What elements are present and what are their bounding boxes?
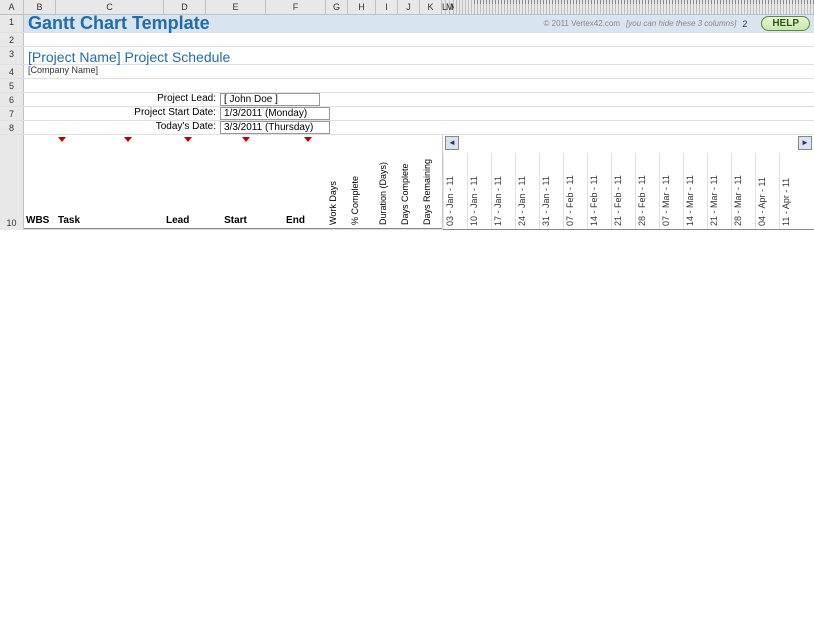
header-days-complete[interactable]: Days Complete	[398, 138, 420, 228]
row-number[interactable]: 6	[0, 93, 24, 106]
comment-indicator-icon	[58, 137, 66, 142]
spacer-row: 5	[0, 79, 814, 93]
page-title: Gantt Chart Template	[28, 13, 210, 34]
company-row: 4 [Company Name]	[0, 65, 814, 79]
column-header[interactable]: I	[376, 0, 398, 14]
week-header[interactable]: 03 - Jan - 11	[443, 153, 467, 229]
column-header[interactable]: J	[398, 0, 420, 14]
week-header[interactable]: 28 - Mar - 11	[731, 153, 755, 229]
company-name: [Company Name]	[28, 65, 98, 75]
week-header[interactable]: 14 - Mar - 11	[683, 153, 707, 229]
row-number[interactable]: 7	[0, 107, 24, 120]
column-header[interactable]: K	[420, 0, 442, 14]
week-header[interactable]: 17 - Jan - 11	[491, 153, 515, 229]
column-header[interactable]: C	[56, 0, 164, 14]
project-subtitle: [Project Name] Project Schedule	[28, 49, 230, 65]
header-workdays[interactable]: Work Days	[326, 138, 348, 228]
today-date-input[interactable]: 3/3/2011 (Thursday)	[220, 121, 330, 134]
header-start[interactable]: Start	[206, 213, 266, 228]
spreadsheet-body: 1 Gantt Chart Template © 2011 Vertex42.c…	[0, 15, 814, 230]
week-header[interactable]: 28 - Feb - 11	[635, 153, 659, 229]
week-header[interactable]: 21 - Feb - 11	[611, 153, 635, 229]
row-number[interactable]: 10	[0, 135, 24, 230]
column-header[interactable]: G	[326, 0, 348, 14]
row-number[interactable]: 5	[0, 79, 24, 92]
header-pct[interactable]: % Complete	[348, 138, 376, 228]
header-wbs[interactable]: WBS	[24, 213, 56, 228]
row-ref: 2	[742, 19, 747, 29]
title-row: 1 Gantt Chart Template © 2011 Vertex42.c…	[0, 15, 814, 33]
week-header[interactable]: 14 - Feb - 11	[587, 153, 611, 229]
header-duration[interactable]: Duration (Days)	[376, 138, 398, 228]
hide-columns-hint: [you can hide these 3 columns]	[626, 19, 736, 28]
week-header[interactable]: 07 - Feb - 11	[563, 153, 587, 229]
week-header[interactable]: 21 - Mar - 11	[707, 153, 731, 229]
copyright-text: © 2011 Vertex42.com	[544, 19, 620, 28]
project-lead-row: 6 Project Lead: [ John Doe ]	[0, 93, 814, 107]
column-header[interactable]: A	[0, 0, 24, 14]
comment-indicator-icon	[124, 137, 132, 142]
row-number[interactable]: 1	[0, 15, 24, 32]
comment-indicator-icon	[184, 137, 192, 142]
column-header[interactable]: D	[164, 0, 206, 14]
column-header[interactable]: B	[24, 0, 56, 14]
header-end[interactable]: End	[266, 213, 326, 228]
row-number[interactable]: 8	[0, 121, 24, 134]
column-ruler	[474, 0, 814, 4]
week-header[interactable]: 04 - Apr - 11	[755, 153, 779, 229]
week-header[interactable]: 24 - Jan - 11	[515, 153, 539, 229]
column-header[interactable]: E	[206, 0, 266, 14]
project-lead-label: Project Lead:	[24, 93, 220, 106]
today-date-label: Today's Date:	[24, 121, 220, 134]
help-button[interactable]: HELP	[761, 16, 810, 31]
column-header[interactable]: H	[348, 0, 376, 14]
header-days-remaining[interactable]: Days Remaining	[420, 138, 442, 228]
week-header[interactable]: 31 - Jan - 11	[539, 153, 563, 229]
table-header-row: 10 WBS Task Lead Start End Work Days % C…	[0, 135, 814, 230]
project-lead-input[interactable]: [ John Doe ]	[220, 93, 320, 106]
week-header[interactable]: 10 - Jan - 11	[467, 153, 491, 229]
spacer-row: 2	[0, 33, 814, 47]
header-task[interactable]: Task	[56, 213, 164, 228]
row-number[interactable]: 3	[0, 47, 24, 64]
gantt-timeline-header: ◄ ► 03 - Jan - 1110 - Jan - 1117 - Jan -…	[442, 135, 814, 229]
subtitle-row: 3 [Project Name] Project Schedule	[0, 47, 814, 65]
project-start-label: Project Start Date:	[24, 107, 220, 120]
today-date-row: 8 Today's Date: 3/3/2011 (Thursday)	[0, 121, 814, 135]
week-header[interactable]: 11 - Apr - 11	[779, 153, 803, 229]
comment-indicator-icon	[242, 137, 250, 142]
row-number[interactable]: 4	[0, 65, 24, 78]
comment-indicator-icon	[304, 137, 312, 142]
column-header[interactable]: F	[266, 0, 326, 14]
project-start-row: 7 Project Start Date: 1/3/2011 (Monday)	[0, 107, 814, 121]
week-header[interactable]: 07 - Mar - 11	[659, 153, 683, 229]
project-start-input[interactable]: 1/3/2011 (Monday)	[220, 107, 330, 120]
header-lead[interactable]: Lead	[164, 213, 206, 228]
row-number[interactable]: 2	[0, 33, 24, 46]
